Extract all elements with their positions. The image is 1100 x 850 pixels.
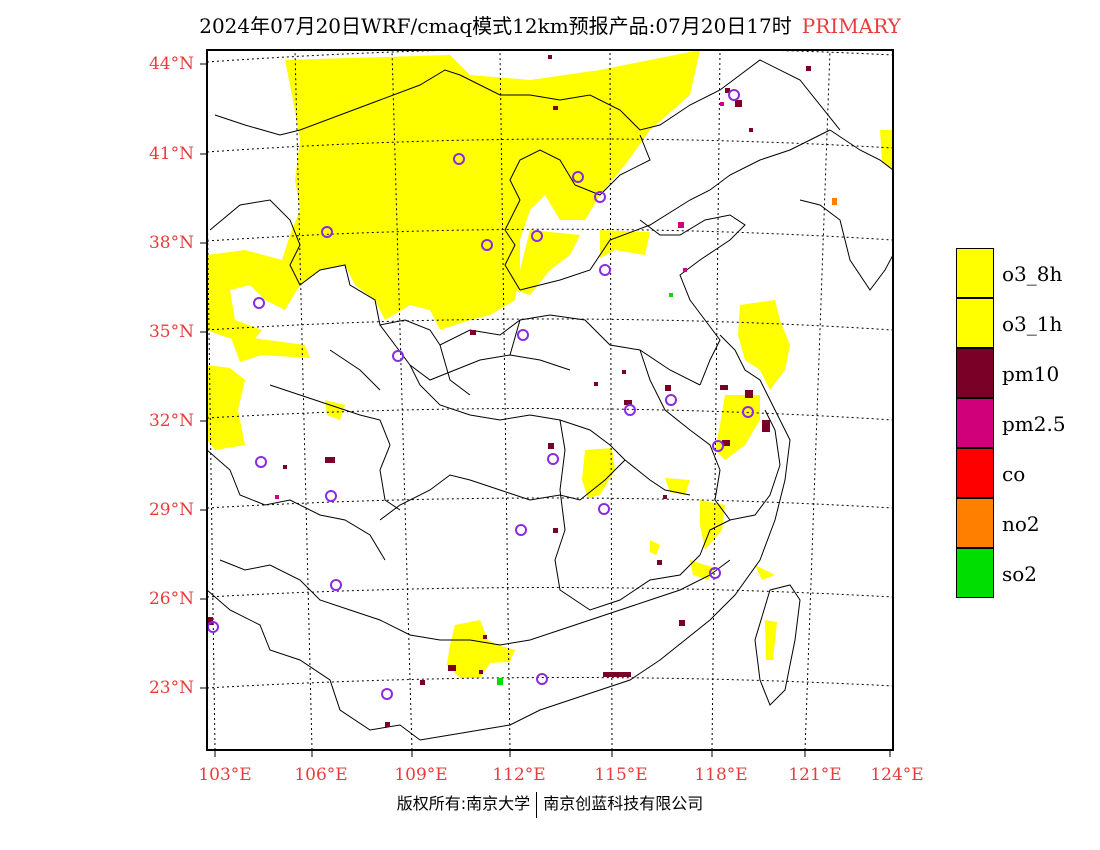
- province-borders: [207, 59, 893, 741]
- legend-swatch-o3-8h: [956, 248, 994, 298]
- map-frame: [206, 49, 894, 751]
- primary-tag: PRIMARY: [801, 14, 901, 38]
- legend-label-pm10: pm10: [1002, 362, 1060, 386]
- copyright-company: 南京创蓝科技有限公司: [543, 794, 704, 813]
- copyright-footer: 版权所有:南京大学 南京创蓝科技有限公司: [0, 790, 1100, 818]
- legend-swatch-o3-1h: [956, 298, 994, 348]
- legend-swatch-no2: [956, 498, 994, 548]
- legend-swatch-co: [956, 448, 994, 498]
- lon-ticks: [214, 750, 891, 757]
- legend-label-co: co: [1002, 462, 1026, 486]
- lat-label-41: 41°N: [148, 144, 194, 164]
- legend-label-o3-1h: o3_1h: [1002, 312, 1063, 336]
- legend-label-pm25: pm2.5: [1002, 412, 1066, 436]
- lon-label-112: 112°E: [492, 765, 546, 785]
- legend-label-no2: no2: [1002, 512, 1040, 536]
- lat-label-35: 35°N: [148, 322, 194, 342]
- station-markers: [207, 89, 754, 700]
- lon-label-121: 121°E: [788, 765, 842, 785]
- lat-label-26: 26°N: [148, 589, 194, 609]
- lat-label-23: 23°N: [148, 678, 194, 698]
- legend-label-o3-8h: o3_8h: [1002, 262, 1063, 286]
- lat-label-32: 32°N: [148, 411, 194, 431]
- lon-label-106: 106°E: [294, 765, 348, 785]
- lat-label-38: 38°N: [148, 233, 194, 253]
- lat-ticks: [200, 63, 207, 689]
- lon-label-103: 103°E: [198, 765, 252, 785]
- lon-label-109: 109°E: [394, 765, 448, 785]
- map-title: 2024年07月20日WRF/cmaq模式12km预报产品:07月20日17时 P…: [0, 10, 1100, 39]
- graticule: [207, 50, 893, 750]
- legend-swatch-pm25: [956, 398, 994, 448]
- lon-label-124: 124°E: [870, 765, 924, 785]
- pollutant-blocks: [207, 55, 837, 727]
- legend-swatch-so2: [956, 548, 994, 598]
- footer-divider: [536, 791, 538, 818]
- ozone-coverage: [207, 50, 893, 678]
- copyright-owner: 版权所有:南京大学: [396, 794, 531, 813]
- lat-label-29: 29°N: [148, 500, 194, 520]
- title-text: 2024年07月20日WRF/cmaq模式12km预报产品:07月20日17时: [199, 14, 792, 38]
- legend-swatch-pm10: [956, 348, 994, 398]
- lat-label-44: 44°N: [148, 54, 194, 74]
- legend-label-so2: so2: [1002, 562, 1038, 586]
- lon-label-118: 118°E: [694, 765, 748, 785]
- lon-label-115: 115°E: [594, 765, 648, 785]
